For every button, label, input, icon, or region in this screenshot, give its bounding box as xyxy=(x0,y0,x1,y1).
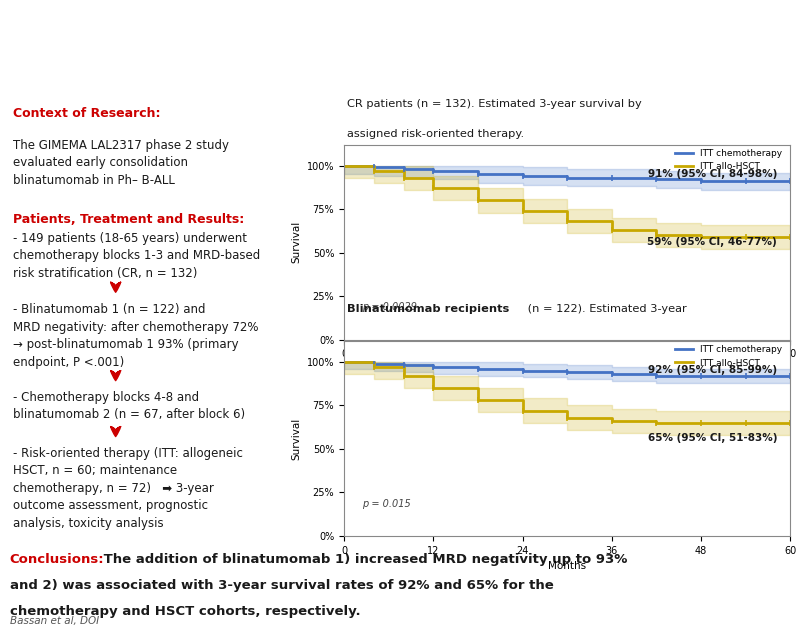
Text: - 149 patients (18-65 years) underwent
chemotherapy blocks 1-3 and MRD-based
ris: - 149 patients (18-65 years) underwent c… xyxy=(14,232,261,280)
Text: Conclusions:: Conclusions: xyxy=(10,553,104,565)
Text: Bassan et al, DOI: Bassan et al, DOI xyxy=(10,616,98,625)
Text: 59% (95% CI, 46-77%): 59% (95% CI, 46-77%) xyxy=(647,237,777,247)
Text: and 2) was associated with 3-year survival rates of 92% and 65% for the: and 2) was associated with 3-year surviv… xyxy=(10,579,554,592)
Text: Blinatumomab recipients: Blinatumomab recipients xyxy=(346,304,509,314)
Text: - Chemotherapy blocks 4-8 and
blinatumomab 2 (n = 67, after block 6): - Chemotherapy blocks 4-8 and blinatumom… xyxy=(14,391,246,421)
Text: assigned risk-oriented therapy.: assigned risk-oriented therapy. xyxy=(346,129,524,138)
Text: Patients, Treatment and Results:: Patients, Treatment and Results: xyxy=(14,213,245,226)
Legend: ITT chemotherapy, ITT allo-HSCT: ITT chemotherapy, ITT allo-HSCT xyxy=(671,342,786,371)
Text: Risk-Oriented Program with Upfront Blinatumomab: Risk-Oriented Program with Upfront Blina… xyxy=(129,23,671,42)
Text: chemotherapy and HSCT cohorts, respectively.: chemotherapy and HSCT cohorts, respectiv… xyxy=(10,604,360,618)
Text: 92% (95% CI, 85-99%): 92% (95% CI, 85-99%) xyxy=(648,365,777,375)
Legend: ITT chemotherapy, ITT allo-HSCT: ITT chemotherapy, ITT allo-HSCT xyxy=(671,145,786,175)
Text: 65% (95% CI, 51-83%): 65% (95% CI, 51-83%) xyxy=(647,433,777,443)
Y-axis label: Survival: Survival xyxy=(291,221,302,264)
Text: 91% (95% CI, 84-98%): 91% (95% CI, 84-98%) xyxy=(648,169,777,179)
Text: - Risk-oriented therapy (ITT: allogeneic
HSCT, n = 60; maintenance
chemotherapy,: - Risk-oriented therapy (ITT: allogeneic… xyxy=(14,447,243,530)
Text: Context of Research:: Context of Research: xyxy=(14,107,161,120)
X-axis label: Months: Months xyxy=(548,561,586,571)
X-axis label: Months: Months xyxy=(548,365,586,375)
Text: to Improve MRD Response and Outcome in Adult Ph– B-ALL: to Improve MRD Response and Outcome in A… xyxy=(87,64,713,82)
Y-axis label: Survival: Survival xyxy=(291,417,302,460)
Text: - Blinatumomab 1 (n = 122) and
MRD negativity: after chemotherapy 72%
→ post-bli: - Blinatumomab 1 (n = 122) and MRD negat… xyxy=(14,303,258,369)
Text: The addition of blinatumomab 1) increased MRD negativity up to 93%: The addition of blinatumomab 1) increase… xyxy=(99,553,627,565)
Text: CR patients (n = 132). Estimated 3-year survival by: CR patients (n = 132). Estimated 3-year … xyxy=(346,99,642,109)
Text: The GIMEMA LAL2317 phase 2 study
evaluated early consolidation
blinatumomab in P: The GIMEMA LAL2317 phase 2 study evaluat… xyxy=(14,138,230,187)
Text: (n = 122). Estimated 3-year: (n = 122). Estimated 3-year xyxy=(523,304,686,314)
Text: p = 0.015: p = 0.015 xyxy=(362,499,410,509)
Text: p = 0.0029: p = 0.0029 xyxy=(362,303,417,313)
